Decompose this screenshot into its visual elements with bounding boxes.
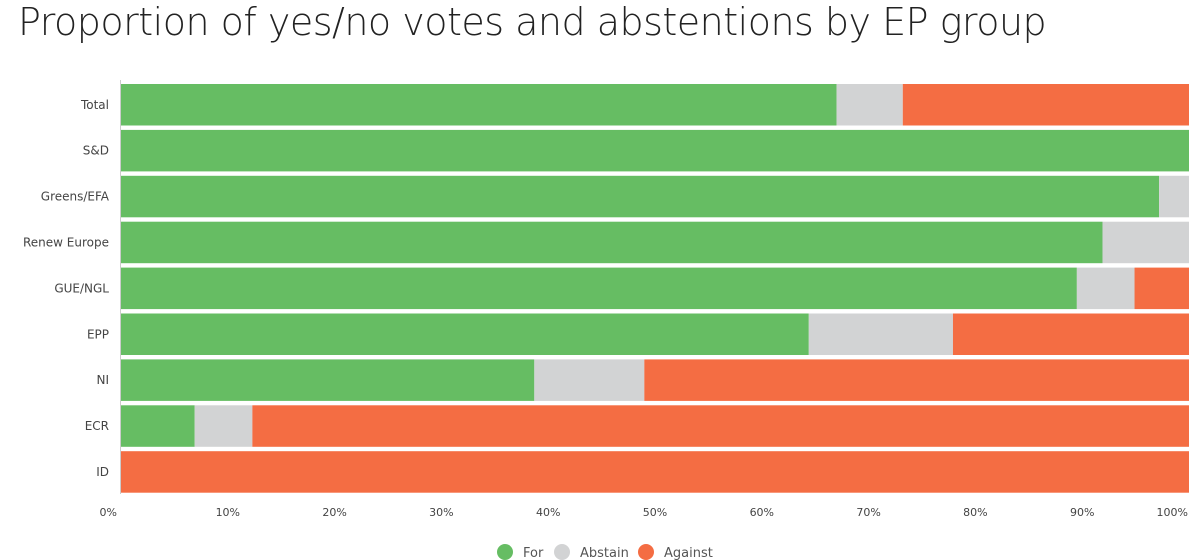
legend-swatch-abstain [554,544,570,560]
x-tick-label: 20% [322,506,346,519]
legend-item-abstain[interactable]: Abstain [554,544,629,560]
category-label: Greens/EFA [41,190,110,204]
bars-group [121,84,1190,493]
bar-epp-abstain[interactable] [808,313,953,356]
bar-ni-for[interactable] [121,359,535,401]
bar-renew-europe-for[interactable] [121,221,1103,264]
x-tick-label: 60% [750,506,774,519]
x-tick-label: 70% [856,506,880,519]
category-label: S&D [83,144,109,158]
legend-swatch-against [638,544,654,560]
bar-ecr-for[interactable] [121,405,195,447]
bar-total-against[interactable] [902,84,1189,126]
category-label: ID [96,465,109,479]
legend-swatch-for [497,544,513,560]
x-tick-label: 50% [643,506,667,519]
bar-gue-ngl-against[interactable] [1134,267,1189,310]
bar-gue-ngl-abstain[interactable] [1076,267,1135,310]
category-label: ECR [85,419,109,433]
legend[interactable]: For Abstain Against [497,544,713,560]
x-tick-label: 40% [536,506,560,519]
category-label: Renew Europe [23,235,109,249]
category-label: Total [80,98,109,112]
legend-label-against: Against [664,546,713,560]
legend-item-against[interactable]: Against [638,544,713,560]
category-labels: Total S&D Greens/EFA Renew Europe GUE/NGL EPP… [23,98,110,479]
bar-epp-against[interactable] [952,313,1189,356]
x-tick-label: 30% [429,506,453,519]
bar-ecr-abstain[interactable] [194,405,253,447]
x-tick-label: 0% [100,506,117,519]
x-tick-label: 90% [1070,506,1094,519]
category-label: GUE/NGL [54,281,109,295]
bar-greens-efa-for[interactable] [121,175,1160,218]
bar-greens-efa-abstain[interactable] [1159,175,1189,218]
bar-id-against[interactable] [121,451,1189,493]
bar-gue-ngl-for[interactable] [121,267,1077,310]
bar-ni-abstain[interactable] [534,359,645,401]
legend-label-abstain: Abstain [580,546,629,560]
category-label: NI [96,373,109,387]
bar-ecr-against[interactable] [252,405,1190,447]
bar-total-abstain[interactable] [836,84,903,126]
bar-ni-against[interactable] [644,359,1189,401]
x-tick-label: 10% [216,506,240,519]
bar-renew-europe-abstain[interactable] [1102,221,1189,264]
category-label: EPP [87,327,109,341]
legend-item-for[interactable]: For [497,544,544,560]
bar-sandd-for[interactable] [121,129,1189,172]
x-tick-label: 80% [963,506,987,519]
legend-label-for: For [523,546,544,560]
x-tick-labels: 0% 10% 20% 30% 40% 50% 60% 70% 80% 90% 100% [100,506,1188,519]
chart-title: Proportion of yes/no votes and abstentio… [18,0,1047,44]
bar-epp-for[interactable] [121,313,809,356]
bar-total-for[interactable] [121,84,837,126]
x-tick-label: 100% [1157,506,1188,519]
